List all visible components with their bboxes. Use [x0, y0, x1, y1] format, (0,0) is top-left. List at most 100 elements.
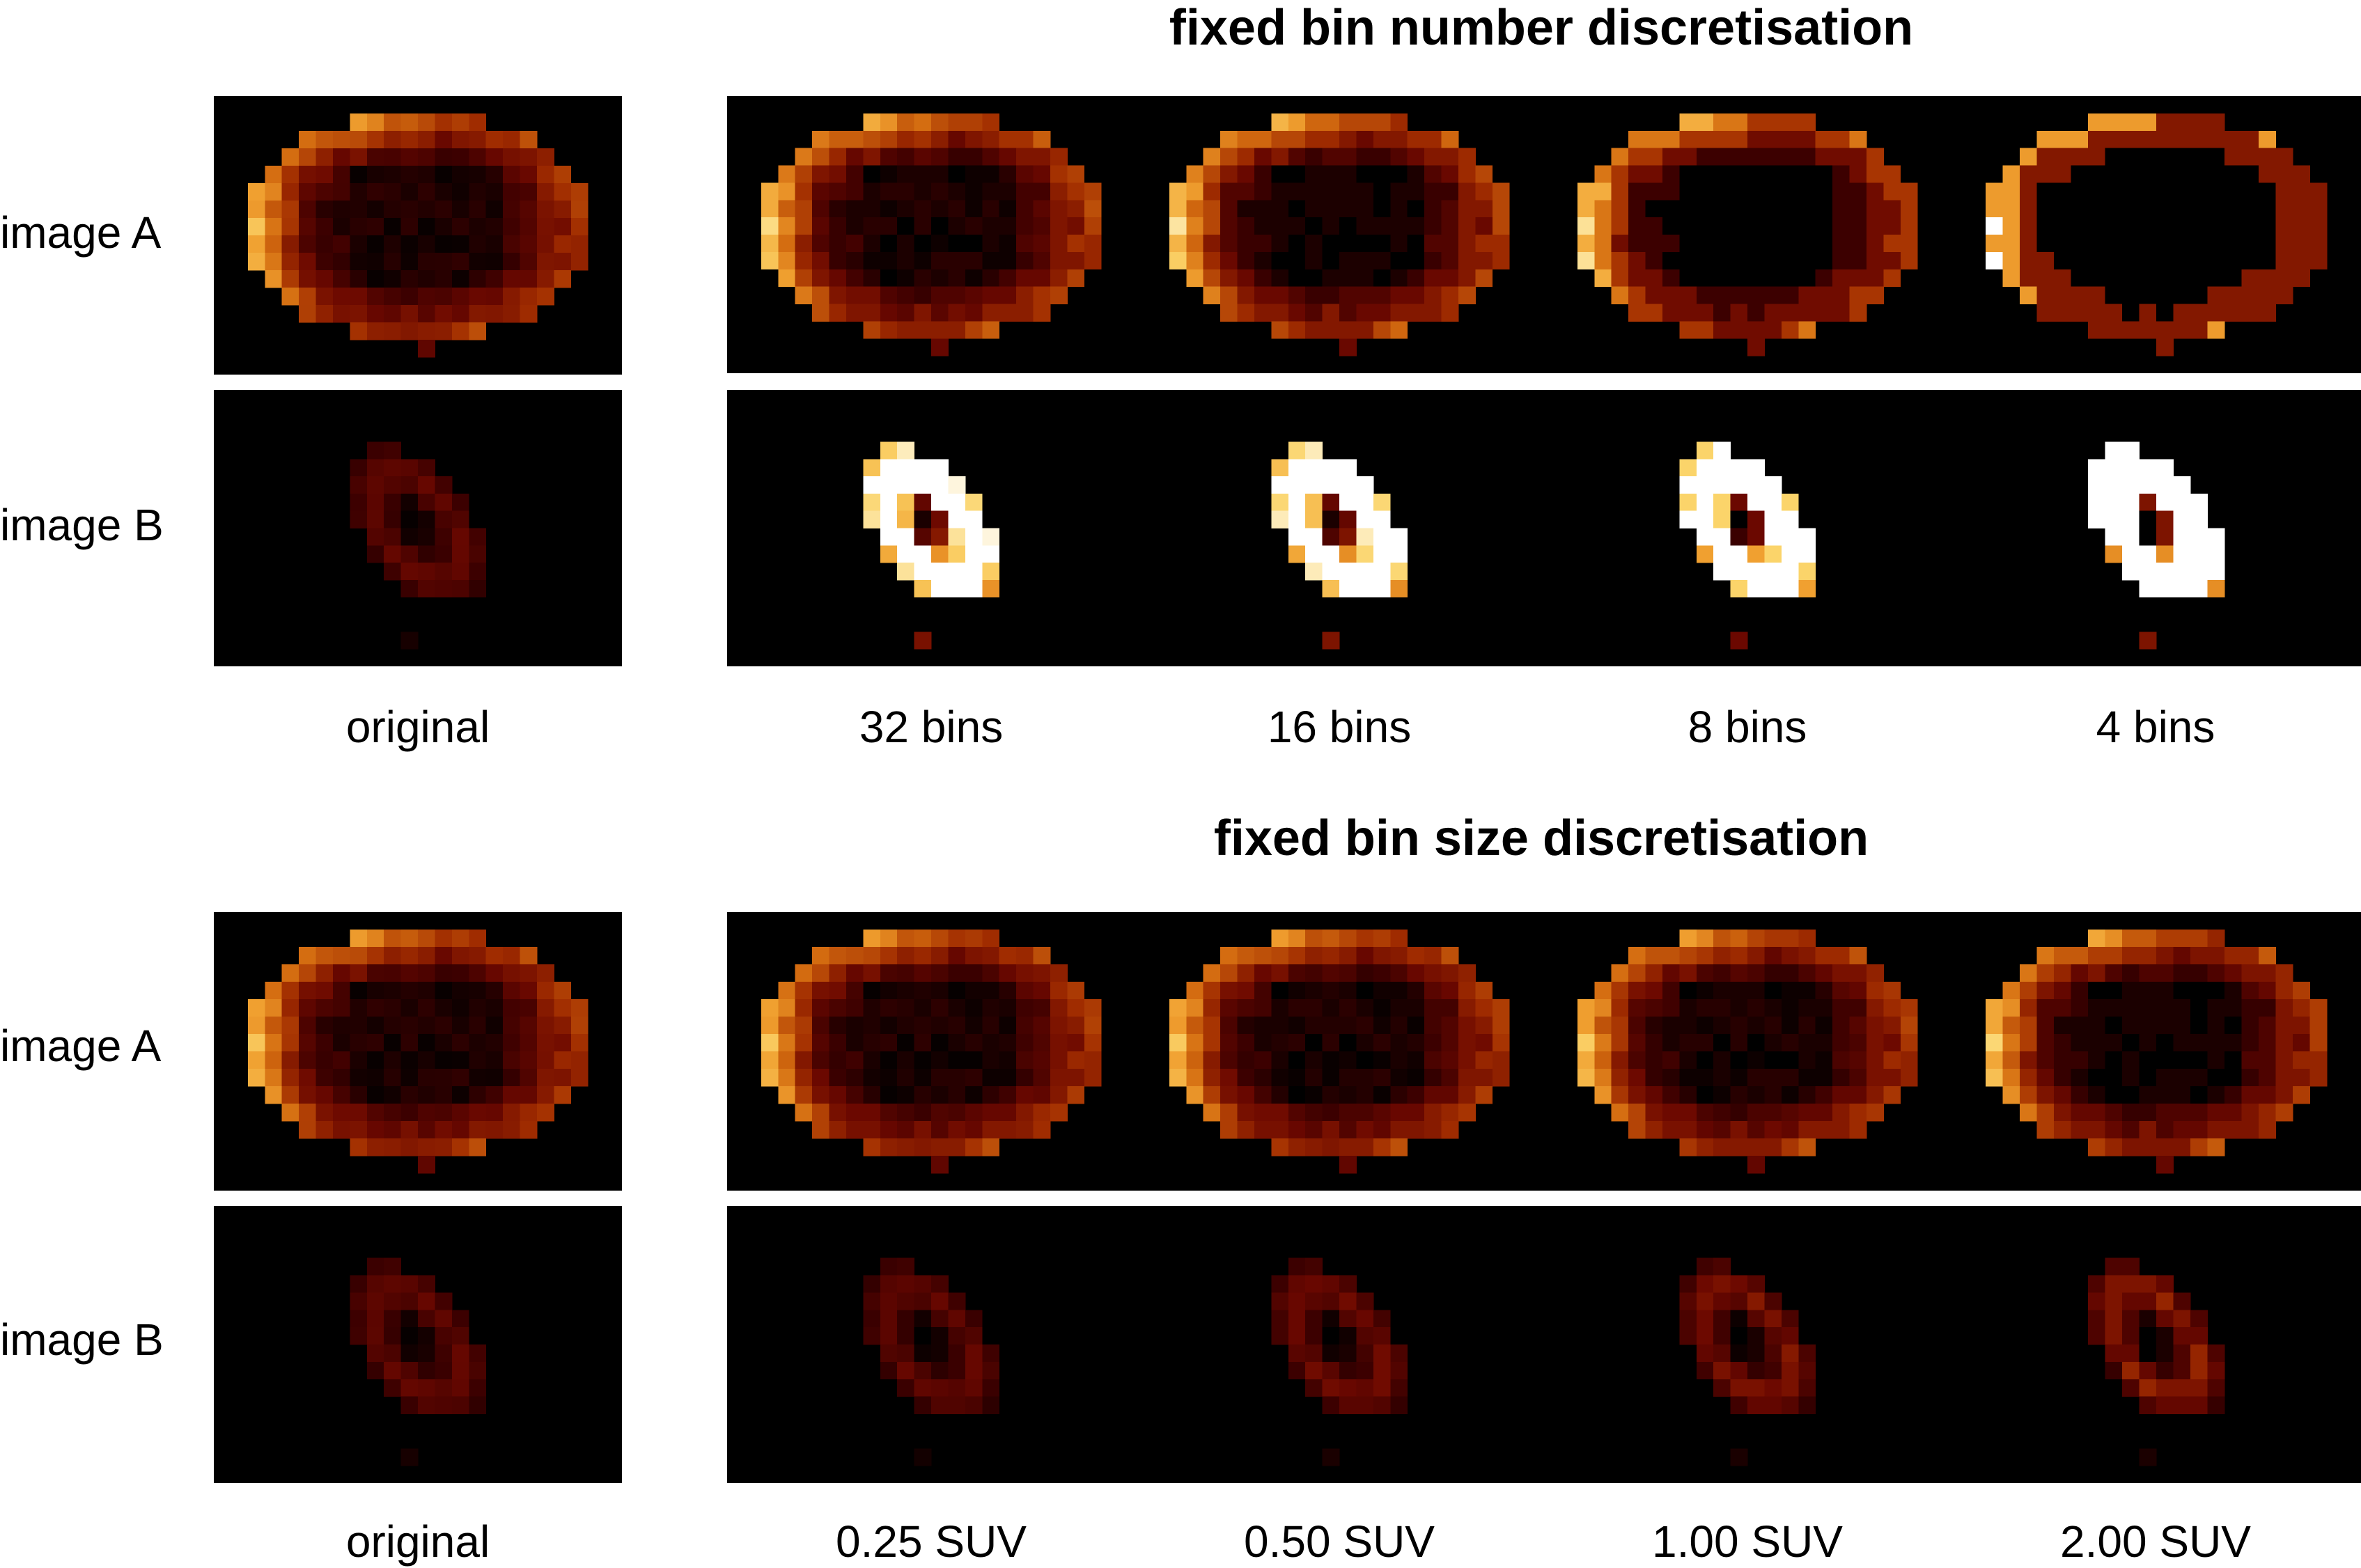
- pixel: [1764, 217, 1782, 235]
- pixel: [1033, 1034, 1051, 1052]
- pixel: [1339, 269, 1357, 288]
- pixel: [418, 1292, 435, 1310]
- pixel: [948, 1034, 966, 1052]
- pixel: [1322, 493, 1340, 512]
- pixel: [315, 253, 334, 271]
- pixel: [366, 288, 384, 306]
- pixel: [1815, 130, 1833, 149]
- pixel: [384, 563, 402, 581]
- pixel: [1696, 964, 1714, 982]
- pixel: [1050, 200, 1068, 218]
- pixel: [1645, 182, 1663, 201]
- pixel: [503, 201, 520, 219]
- pixel: [1322, 947, 1340, 965]
- pixel: [247, 1051, 265, 1069]
- pixel: [1628, 251, 1646, 270]
- pixel: [2105, 1138, 2123, 1157]
- pixel: [400, 1051, 419, 1069]
- pixel: [965, 493, 983, 512]
- pixel: [2139, 1310, 2157, 1328]
- pixel: [1322, 1310, 1340, 1328]
- pixel: [2105, 441, 2123, 460]
- pixel: [2241, 269, 2259, 288]
- pixel: [999, 964, 1017, 982]
- pixel: [451, 113, 469, 132]
- pixel: [1696, 304, 1714, 322]
- pixel: [778, 217, 796, 235]
- pixel: [1747, 1104, 1765, 1122]
- pixel: [999, 1051, 1017, 1069]
- pixel: [1492, 1051, 1510, 1069]
- pixel: [1407, 217, 1425, 235]
- pixel: [812, 964, 829, 982]
- pixel: [1679, 1051, 1697, 1069]
- pixel: [1067, 982, 1085, 1000]
- pixel: [1356, 269, 1374, 288]
- pixel: [948, 1121, 966, 1139]
- pixel: [914, 1138, 932, 1157]
- pixel: [350, 1104, 368, 1122]
- pixel: [554, 218, 572, 236]
- pixel: [536, 964, 554, 982]
- pixel: [451, 999, 469, 1017]
- pixel: [1356, 304, 1374, 322]
- pixel: [1356, 493, 1374, 512]
- pixel: [897, 1327, 915, 1345]
- pixel: [846, 1051, 864, 1069]
- pixel: [1390, 235, 1408, 253]
- pixel: [485, 253, 504, 271]
- pixel: [846, 130, 864, 149]
- pixel: [520, 270, 538, 288]
- pixel: [1713, 545, 1731, 563]
- pixel: [1424, 1051, 1442, 1069]
- pixel: [1356, 1327, 1374, 1345]
- pixel: [1866, 999, 1884, 1017]
- pixel: [863, 200, 881, 218]
- pixel: [897, 1051, 915, 1069]
- pixel: [400, 253, 419, 271]
- pixel: [1475, 251, 1493, 270]
- pixel: [1322, 930, 1340, 948]
- pixel: [2054, 304, 2071, 322]
- pixel: [1475, 1017, 1493, 1035]
- pixel: [1373, 545, 1391, 563]
- pixel: [863, 1275, 881, 1293]
- pixel: [931, 130, 949, 149]
- pixel: [2139, 251, 2157, 270]
- pixel: [485, 1104, 504, 1122]
- pixel: [1730, 1051, 1748, 1069]
- pixel: [332, 1034, 350, 1052]
- pixel: [2122, 930, 2140, 948]
- pixel: [2071, 982, 2089, 1000]
- pixel: [520, 305, 538, 323]
- pixel: [2036, 251, 2055, 270]
- pixel: [1407, 269, 1425, 288]
- pixel: [2105, 1257, 2123, 1276]
- pixel: [350, 218, 368, 236]
- pixel: [1696, 165, 1714, 183]
- pixel: [1866, 217, 1884, 235]
- pixel: [1798, 1086, 1816, 1104]
- pixel: [931, 304, 949, 322]
- pixel: [897, 999, 915, 1017]
- pixel: [299, 183, 316, 201]
- pixel: [1815, 269, 1833, 288]
- pixel: [1645, 982, 1663, 1000]
- pixel: [418, 964, 435, 982]
- pixel: [1356, 964, 1374, 982]
- pixel: [2071, 251, 2089, 270]
- pixel: [846, 1034, 864, 1052]
- pixel: [265, 982, 283, 1000]
- pixel: [982, 113, 1000, 132]
- pixel: [554, 1069, 572, 1087]
- pixel: [1441, 235, 1459, 253]
- pixel: [350, 183, 368, 201]
- pixel: [829, 1104, 847, 1122]
- pixel: [1203, 964, 1221, 982]
- pixel: [418, 545, 435, 563]
- pixel: [1645, 1034, 1663, 1052]
- pixel: [2036, 286, 2055, 304]
- pixel: [1305, 510, 1323, 528]
- pixel: [1798, 579, 1816, 598]
- pixel: [2156, 269, 2174, 288]
